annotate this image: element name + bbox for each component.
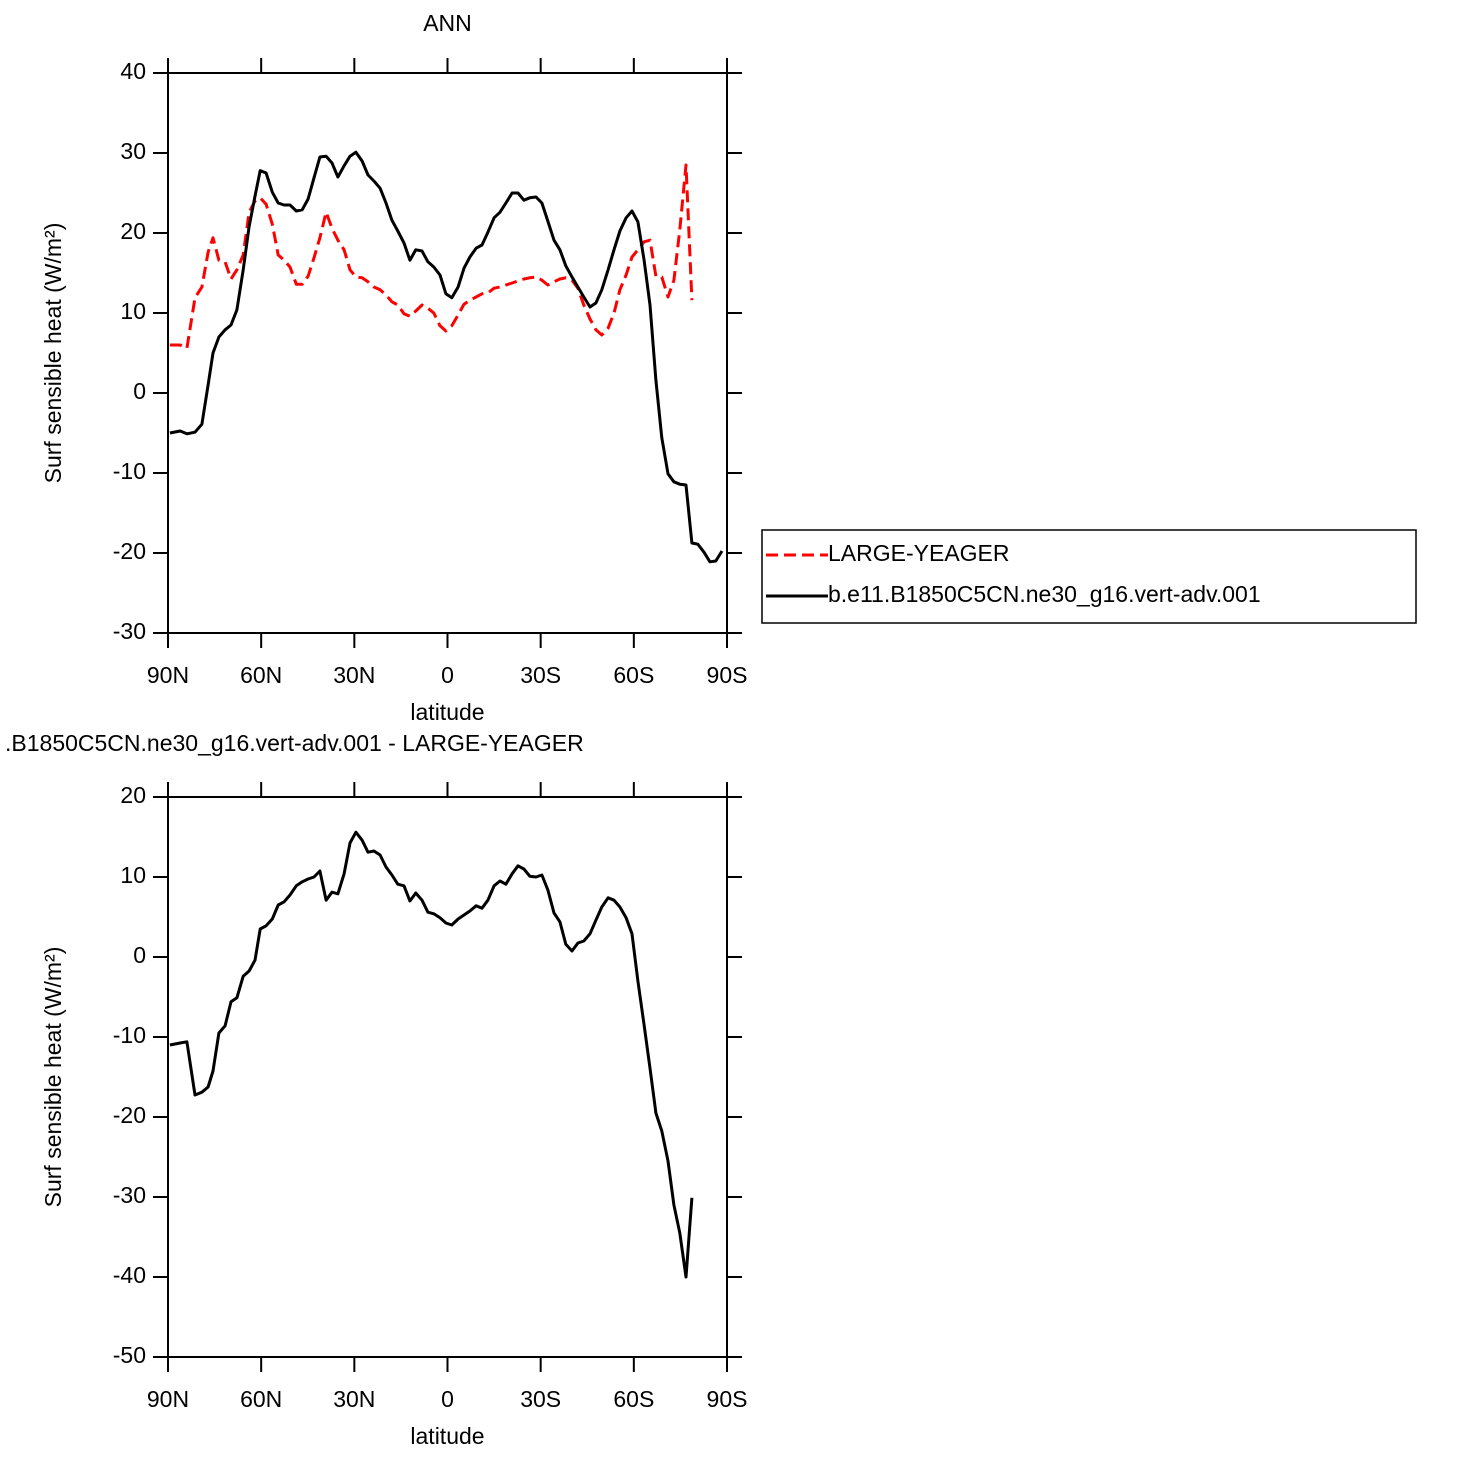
chart-title: ANN xyxy=(423,10,472,36)
chart-title: .B1850C5CN.ne30_g16.vert-adv.001 - LARGE… xyxy=(5,730,584,756)
plot-frame xyxy=(167,796,728,1358)
y-axis-label: Surf sensible heat (W/m²) xyxy=(40,947,66,1208)
x-axis-label: latitude xyxy=(410,1423,484,1449)
y-tick-label: 30 xyxy=(120,138,146,164)
x-tick-label: 30N xyxy=(333,662,375,688)
legend-label: b.e11.B1850C5CN.ne30_g16.vert-adv.001 xyxy=(828,581,1261,607)
plot-frame xyxy=(167,72,728,634)
x-tick-label: 60S xyxy=(613,1386,654,1412)
y-tick-label: -10 xyxy=(113,458,146,484)
x-tick-label: 60N xyxy=(240,662,282,688)
x-tick-label: 90N xyxy=(147,662,189,688)
y-tick-label: -30 xyxy=(113,618,146,644)
x-tick-label: 30S xyxy=(520,1386,561,1412)
x-tick-label: 60S xyxy=(613,662,654,688)
x-tick-label: 30N xyxy=(333,1386,375,1412)
y-tick-label: -30 xyxy=(113,1182,146,1208)
x-tick-label: 0 xyxy=(441,662,454,688)
legend-label: LARGE-YEAGER xyxy=(828,540,1010,566)
data-line xyxy=(169,163,694,350)
x-axis-label: latitude xyxy=(410,699,484,725)
y-tick-label: 20 xyxy=(120,782,146,808)
y-tick-label: -40 xyxy=(113,1262,146,1288)
y-tick-label: 10 xyxy=(120,862,146,888)
data-line xyxy=(169,150,724,564)
y-tick-label: -20 xyxy=(113,1102,146,1128)
data-line xyxy=(169,830,694,1279)
x-tick-label: 90N xyxy=(147,1386,189,1412)
y-tick-label: -10 xyxy=(113,1022,146,1048)
y-tick-label: 0 xyxy=(133,942,146,968)
x-tick-label: 90S xyxy=(707,662,748,688)
legend-box xyxy=(761,529,1417,624)
y-tick-label: 40 xyxy=(120,58,146,84)
y-tick-label: 20 xyxy=(120,218,146,244)
x-tick-label: 90S xyxy=(707,1386,748,1412)
y-tick-label: -50 xyxy=(113,1342,146,1368)
y-tick-label: 10 xyxy=(120,298,146,324)
x-tick-label: 60N xyxy=(240,1386,282,1412)
x-tick-label: 30S xyxy=(520,662,561,688)
y-tick-label: 0 xyxy=(133,378,146,404)
y-tick-label: -20 xyxy=(113,538,146,564)
x-tick-label: 0 xyxy=(441,1386,454,1412)
y-axis-label: Surf sensible heat (W/m²) xyxy=(40,223,66,484)
